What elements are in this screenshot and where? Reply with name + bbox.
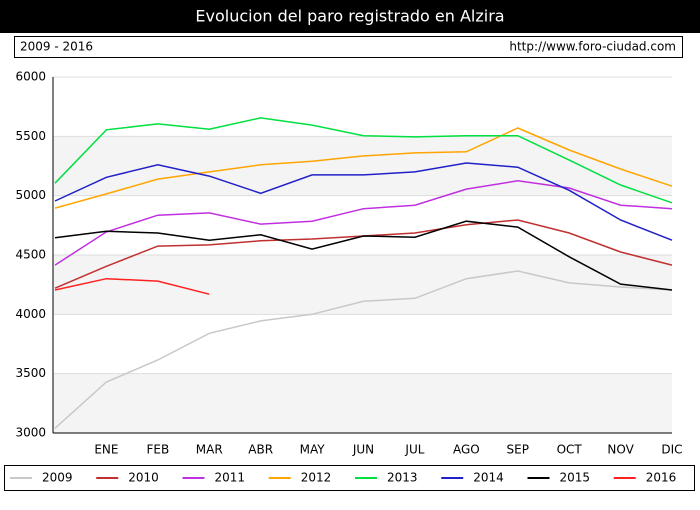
- y-tick-label: 4000: [15, 307, 46, 321]
- x-tick-label: AGO: [453, 443, 480, 457]
- legend-box: [4, 465, 695, 491]
- series-line: [54, 127, 673, 209]
- y-tick-label: 3000: [15, 426, 46, 440]
- y-tick-label: 4500: [15, 248, 46, 262]
- legend-label: 2010: [128, 471, 159, 485]
- source: http://www.foro-ciudad.com: [509, 40, 676, 54]
- x-tick-label: JUN: [352, 443, 374, 457]
- x-tick-label: MAR: [196, 443, 223, 457]
- series-line: [54, 277, 210, 295]
- title-bar: [0, 0, 700, 33]
- subtitle-box: [14, 36, 683, 58]
- x-tick-label: ENE: [94, 443, 118, 457]
- band: [53, 373, 672, 433]
- series-line: [54, 270, 673, 429]
- series-line: [54, 180, 673, 266]
- x-tick-label: NOV: [607, 443, 634, 457]
- series-line: [54, 162, 673, 241]
- chart-title: Evolucion del paro registrado en Alzira: [195, 7, 504, 26]
- x-tick-label: JUL: [404, 443, 424, 457]
- band: [53, 136, 672, 196]
- x-tick-label: ABR: [248, 443, 273, 457]
- series-line: [54, 220, 673, 291]
- legend-label: 2013: [387, 471, 418, 485]
- band: [53, 255, 672, 315]
- x-tick-label: MAY: [300, 443, 326, 457]
- y-tick-label: 5500: [15, 129, 46, 143]
- y-tick-label: 5000: [15, 188, 46, 202]
- x-tick-label: OCT: [557, 443, 583, 457]
- x-tick-label: SEP: [507, 443, 529, 457]
- legend-label: 2012: [301, 471, 332, 485]
- legend-label: 2011: [215, 471, 246, 485]
- series-line: [54, 117, 673, 204]
- legend-label: 2009: [42, 471, 73, 485]
- subtitle: 2009 - 2016: [20, 40, 93, 54]
- legend-label: 2014: [473, 471, 504, 485]
- x-tick-label: FEB: [146, 443, 169, 457]
- legend-label: 2015: [560, 471, 591, 485]
- y-tick-label: 6000: [15, 70, 46, 84]
- y-tick-label: 3500: [15, 366, 46, 380]
- x-tick-label: DIC: [661, 443, 682, 457]
- legend-label: 2016: [646, 471, 677, 485]
